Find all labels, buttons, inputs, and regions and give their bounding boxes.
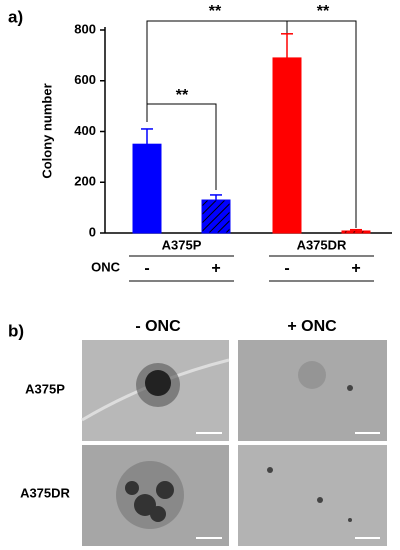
y-tick-label: 200: [74, 174, 96, 189]
panel-label: b): [8, 321, 24, 340]
y-tick-label: 600: [74, 72, 96, 87]
treatment-label: ONC: [91, 259, 121, 274]
group-label: A375DR: [297, 237, 347, 252]
column-label: - ONC: [135, 318, 181, 335]
bar: [201, 199, 231, 234]
y-tick-label: 400: [74, 123, 96, 138]
x-tick-label: +: [211, 260, 220, 277]
panel-label: a): [8, 7, 23, 26]
bar: [341, 230, 371, 234]
x-tick-label: +: [351, 260, 360, 277]
bar: [272, 57, 302, 234]
y-tick-label: 0: [89, 224, 96, 239]
significance: **: [176, 87, 189, 104]
brackets: [146, 20, 357, 228]
micrograph: [238, 445, 387, 546]
micrograph: [82, 445, 229, 546]
x-tick-label: -: [144, 260, 149, 277]
micrograph: [81, 340, 230, 441]
column-label: + ONC: [287, 318, 337, 335]
significance: **: [209, 3, 222, 20]
significance: **: [317, 3, 330, 20]
row-label: A375DR: [20, 485, 70, 500]
y-axis-label: Colony number: [39, 83, 54, 178]
bracket: [146, 20, 288, 122]
group-label: A375P: [162, 237, 202, 252]
micrograph: [238, 340, 387, 441]
row-label: A375P: [25, 381, 65, 396]
y-tick-label: 800: [74, 21, 96, 36]
x-tick-label: -: [284, 260, 289, 277]
bar: [132, 143, 162, 234]
